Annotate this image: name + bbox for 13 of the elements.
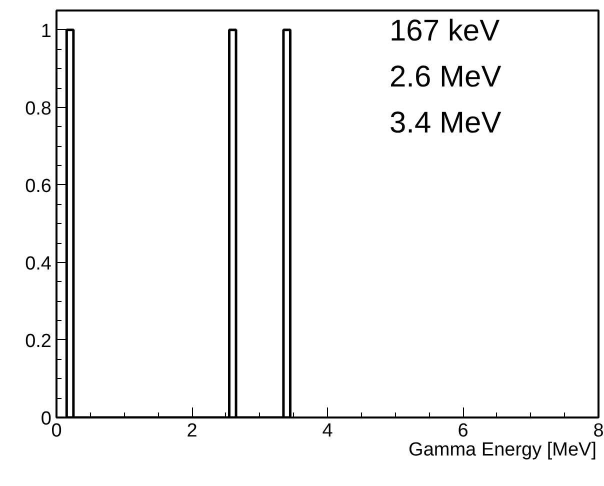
y-tick-label: 0.4 [25, 253, 52, 274]
y-tick-label: 0.6 [25, 176, 52, 197]
y-tick-label: 0.8 [25, 98, 52, 120]
x-tick-label: 6 [458, 420, 468, 442]
x-tick-label: 8 [593, 420, 604, 442]
y-tick-label: 0.2 [25, 330, 52, 352]
x-tick-label: 4 [322, 420, 334, 442]
y-tick-label: 1 [40, 20, 52, 42]
annotation: 2.6 MeV [390, 60, 502, 94]
annotation: 3.4 MeV [390, 106, 502, 140]
x-tick-label: 2 [186, 420, 198, 442]
x-axis-title: Gamma Energy [MeV] [408, 440, 597, 460]
annotation: 167 keV [390, 14, 500, 48]
